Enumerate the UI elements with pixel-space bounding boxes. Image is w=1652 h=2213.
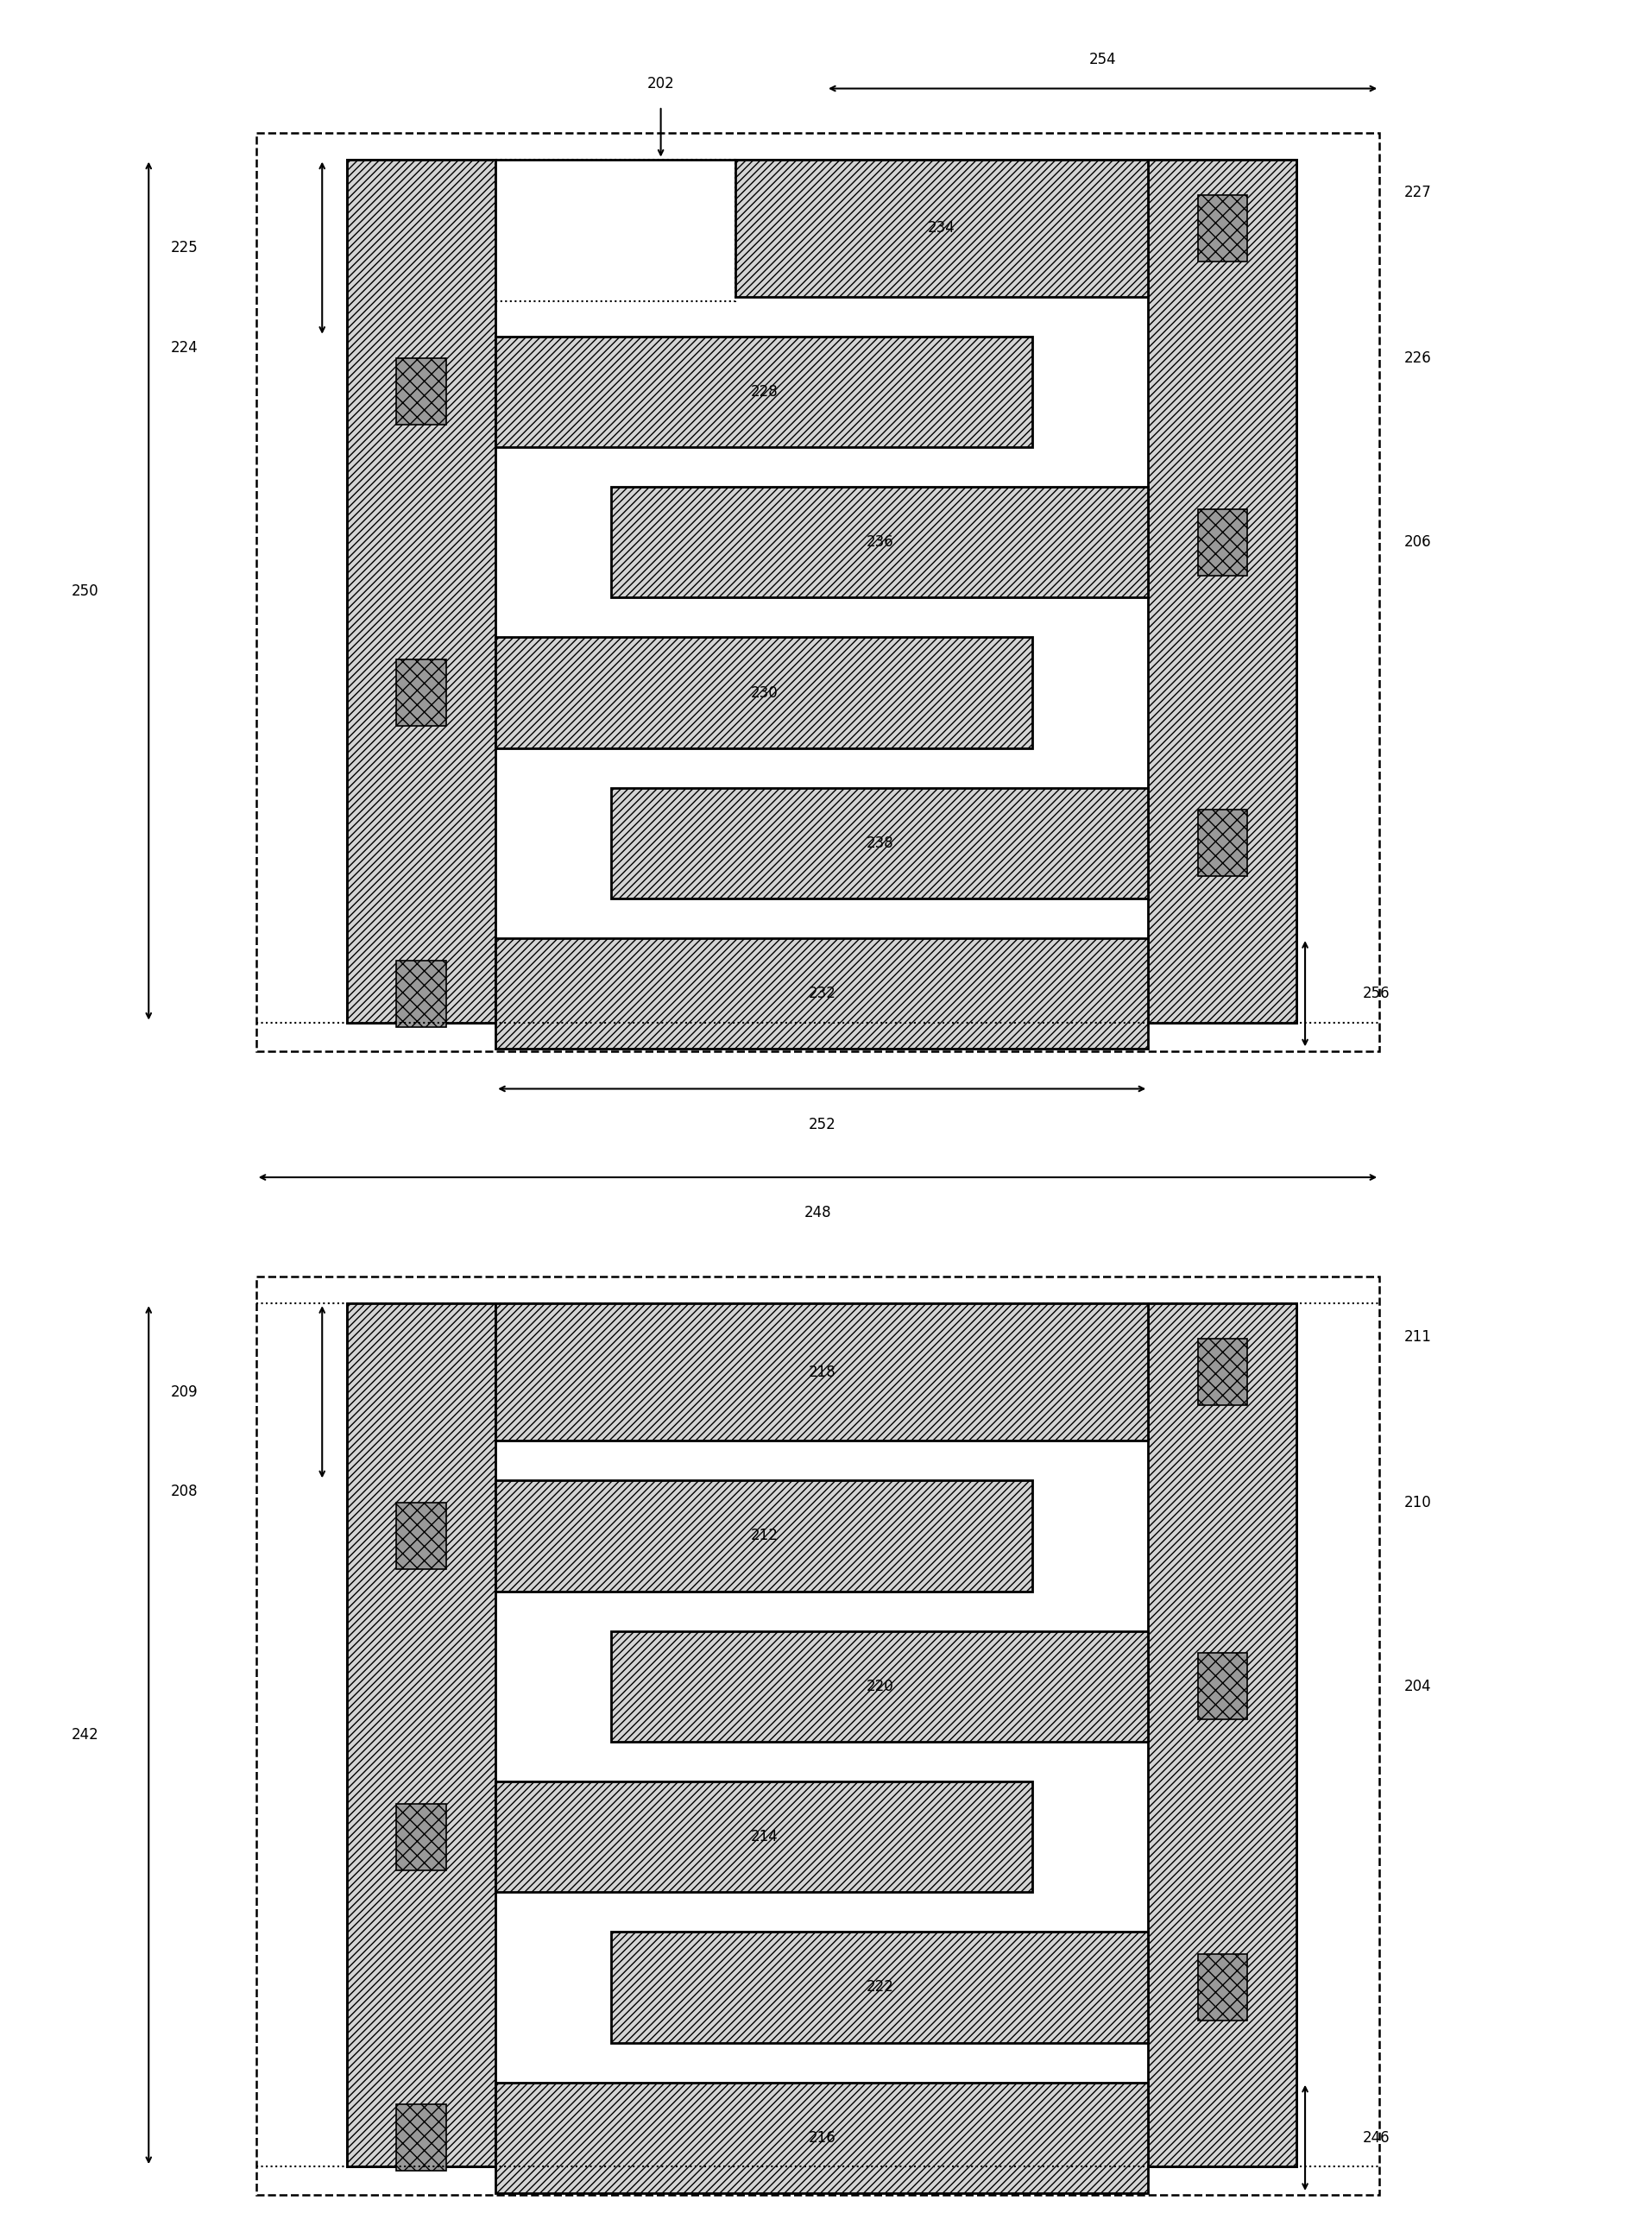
Bar	[347, 1303, 496, 2167]
Bar	[396, 659, 446, 726]
Text: 232: 232	[808, 985, 836, 1002]
Bar	[496, 1480, 1032, 1591]
Text: 218: 218	[808, 1363, 836, 1381]
Text: 206: 206	[1404, 533, 1432, 551]
Bar	[256, 133, 1379, 1051]
Text: 234: 234	[928, 219, 955, 237]
Bar	[1198, 1339, 1247, 1405]
Text: 250: 250	[71, 582, 99, 600]
Bar	[1148, 1303, 1297, 2167]
Text: 224: 224	[170, 339, 198, 356]
Bar	[496, 1303, 1148, 1441]
Bar	[1198, 1653, 1247, 1720]
Bar	[396, 960, 446, 1027]
Bar	[256, 1277, 1379, 2195]
Text: 202: 202	[648, 75, 674, 93]
Text: 248: 248	[805, 1204, 831, 1222]
Text: 226: 226	[1404, 350, 1432, 367]
Text: 212: 212	[750, 1527, 778, 1545]
Text: 211: 211	[1404, 1328, 1432, 1346]
Bar	[611, 1631, 1148, 1742]
Bar	[1198, 509, 1247, 575]
Text: 236: 236	[866, 533, 894, 551]
Bar	[1198, 195, 1247, 261]
Bar	[396, 1503, 446, 1569]
Bar	[496, 1781, 1032, 1892]
Text: 225: 225	[170, 239, 198, 257]
Bar	[347, 159, 1297, 1022]
Bar	[1198, 810, 1247, 876]
Bar	[735, 159, 1148, 297]
Bar	[611, 487, 1148, 598]
Text: 204: 204	[1404, 1677, 1432, 1695]
Text: 227: 227	[1404, 184, 1432, 201]
Bar	[396, 1804, 446, 1870]
Bar	[396, 2105, 446, 2171]
Text: 254: 254	[1089, 51, 1117, 69]
Text: 210: 210	[1404, 1494, 1432, 1511]
Bar	[611, 788, 1148, 898]
Text: 214: 214	[750, 1828, 778, 1846]
Bar	[496, 2082, 1148, 2193]
Text: 228: 228	[750, 383, 778, 401]
Text: 238: 238	[866, 834, 894, 852]
Text: 256: 256	[1363, 985, 1391, 1002]
Bar	[611, 1932, 1148, 2043]
Bar	[1198, 1954, 1247, 2020]
Bar	[396, 359, 446, 425]
Bar	[496, 637, 1032, 748]
Bar	[496, 159, 735, 301]
Text: 252: 252	[808, 1115, 836, 1133]
Text: 242: 242	[71, 1726, 99, 1744]
Text: 230: 230	[750, 684, 778, 702]
Bar	[496, 938, 1148, 1049]
Bar	[347, 159, 496, 1022]
Text: 246: 246	[1363, 2129, 1391, 2147]
Text: 220: 220	[866, 1677, 894, 1695]
Bar	[347, 1303, 1297, 2167]
Text: 222: 222	[866, 1978, 894, 1996]
Bar	[1148, 159, 1297, 1022]
Bar	[496, 336, 1032, 447]
Text: 208: 208	[170, 1483, 198, 1500]
Text: 216: 216	[808, 2129, 836, 2147]
Text: 209: 209	[170, 1383, 198, 1401]
